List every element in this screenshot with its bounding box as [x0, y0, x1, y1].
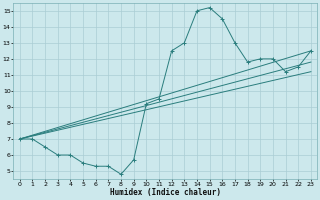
X-axis label: Humidex (Indice chaleur): Humidex (Indice chaleur): [110, 188, 221, 197]
